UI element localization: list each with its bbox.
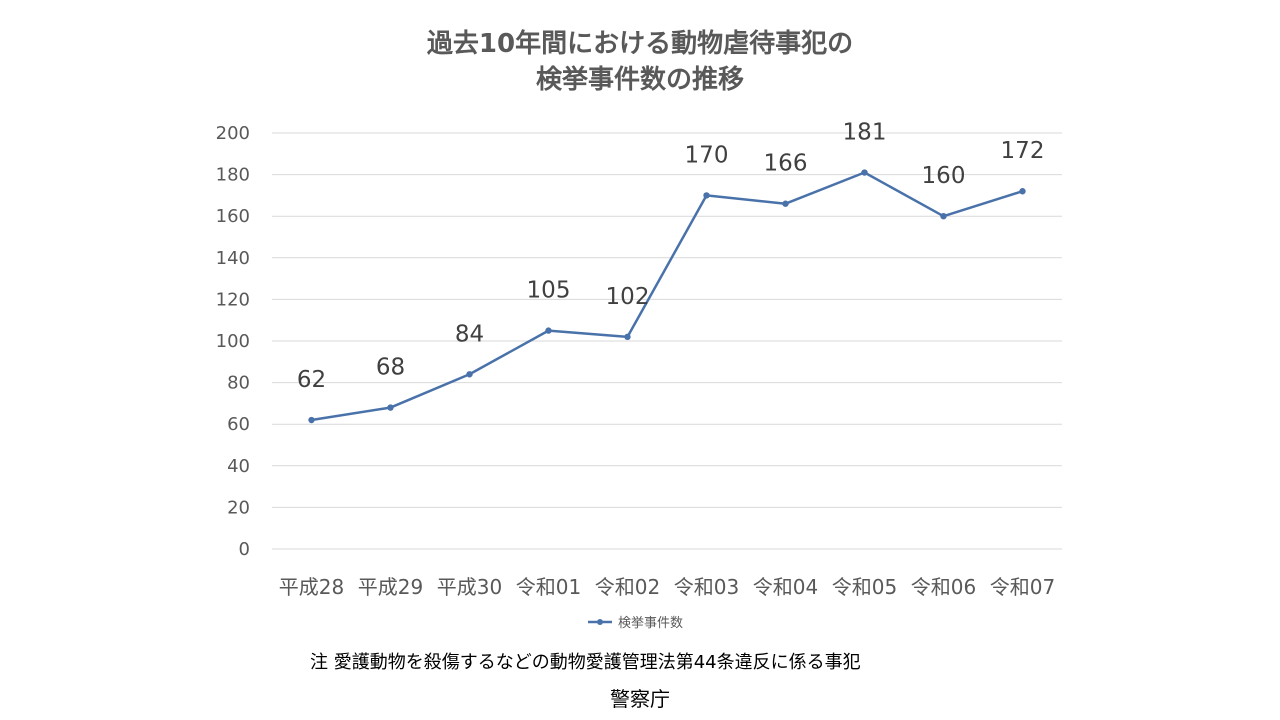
y-axis-ticks: 0 20 40 60 80 100 120 140 160 180 200 xyxy=(216,123,250,560)
x-tick-label: 令和01 xyxy=(516,575,581,599)
data-point xyxy=(861,169,868,176)
chart-title-line-1: 過去10年間における動物虐待事犯の xyxy=(427,28,853,59)
legend-dot-marker xyxy=(597,619,603,625)
x-tick-label: 令和06 xyxy=(911,575,976,599)
data-label: 105 xyxy=(527,278,571,304)
data-label: 84 xyxy=(455,321,484,347)
chart-title-line-2: 検挙事件数の推移 xyxy=(536,65,744,95)
data-point xyxy=(782,200,789,207)
x-axis-ticks: 平成28 平成29 平成30 令和01 令和02 令和03 令和04 令和05 令和06 令和07 xyxy=(279,575,1055,599)
data-label: 170 xyxy=(685,142,729,168)
data-label: 68 xyxy=(376,355,405,381)
data-label: 160 xyxy=(922,163,966,189)
y-tick-label: 200 xyxy=(216,123,250,144)
source-label: 警察庁 xyxy=(610,687,670,711)
data-point xyxy=(940,213,947,220)
legend-label: 検挙事件数 xyxy=(618,616,683,631)
y-tick-label: 120 xyxy=(216,289,250,310)
data-label: 102 xyxy=(606,284,650,310)
x-tick-label: 令和03 xyxy=(674,575,739,599)
data-point xyxy=(387,404,394,411)
y-tick-label: 0 xyxy=(239,539,250,560)
data-labels: 62 68 84 105 102 170 166 181 160 172 xyxy=(297,120,1045,394)
x-tick-label: 令和04 xyxy=(753,575,818,599)
data-point xyxy=(624,333,631,341)
data-point xyxy=(308,416,315,424)
data-point xyxy=(1019,188,1026,195)
data-point xyxy=(466,371,473,378)
x-tick-label: 令和02 xyxy=(595,575,660,599)
legend: 検挙事件数 xyxy=(588,616,683,631)
y-tick-label: 160 xyxy=(216,206,250,227)
data-point xyxy=(545,327,552,334)
y-tick-label: 40 xyxy=(227,456,250,477)
chart-title: 過去10年間における動物虐待事犯の 検挙事件数の推移 xyxy=(427,28,853,95)
gridlines xyxy=(272,132,1062,550)
y-tick-label: 100 xyxy=(216,331,250,352)
y-tick-label: 80 xyxy=(227,373,250,394)
series-line xyxy=(310,171,1024,422)
y-tick-label: 20 xyxy=(227,497,250,518)
footnote: 注 愛護動物を殺傷するなどの動物愛護管理法第44条違反に係る事犯 xyxy=(310,652,861,673)
x-tick-label: 令和05 xyxy=(832,575,897,599)
x-tick-label: 平成28 xyxy=(279,575,344,599)
data-label: 181 xyxy=(843,120,887,146)
y-tick-label: 180 xyxy=(216,165,250,186)
series-line-group xyxy=(308,169,1026,424)
data-label: 62 xyxy=(297,367,326,393)
x-tick-label: 令和07 xyxy=(990,575,1055,599)
x-tick-label: 平成29 xyxy=(358,575,423,599)
data-point xyxy=(703,192,710,199)
x-tick-label: 平成30 xyxy=(437,575,502,599)
data-label: 172 xyxy=(1001,138,1045,164)
y-tick-label: 60 xyxy=(227,414,250,435)
data-label: 166 xyxy=(764,151,808,177)
y-tick-label: 140 xyxy=(216,248,250,269)
